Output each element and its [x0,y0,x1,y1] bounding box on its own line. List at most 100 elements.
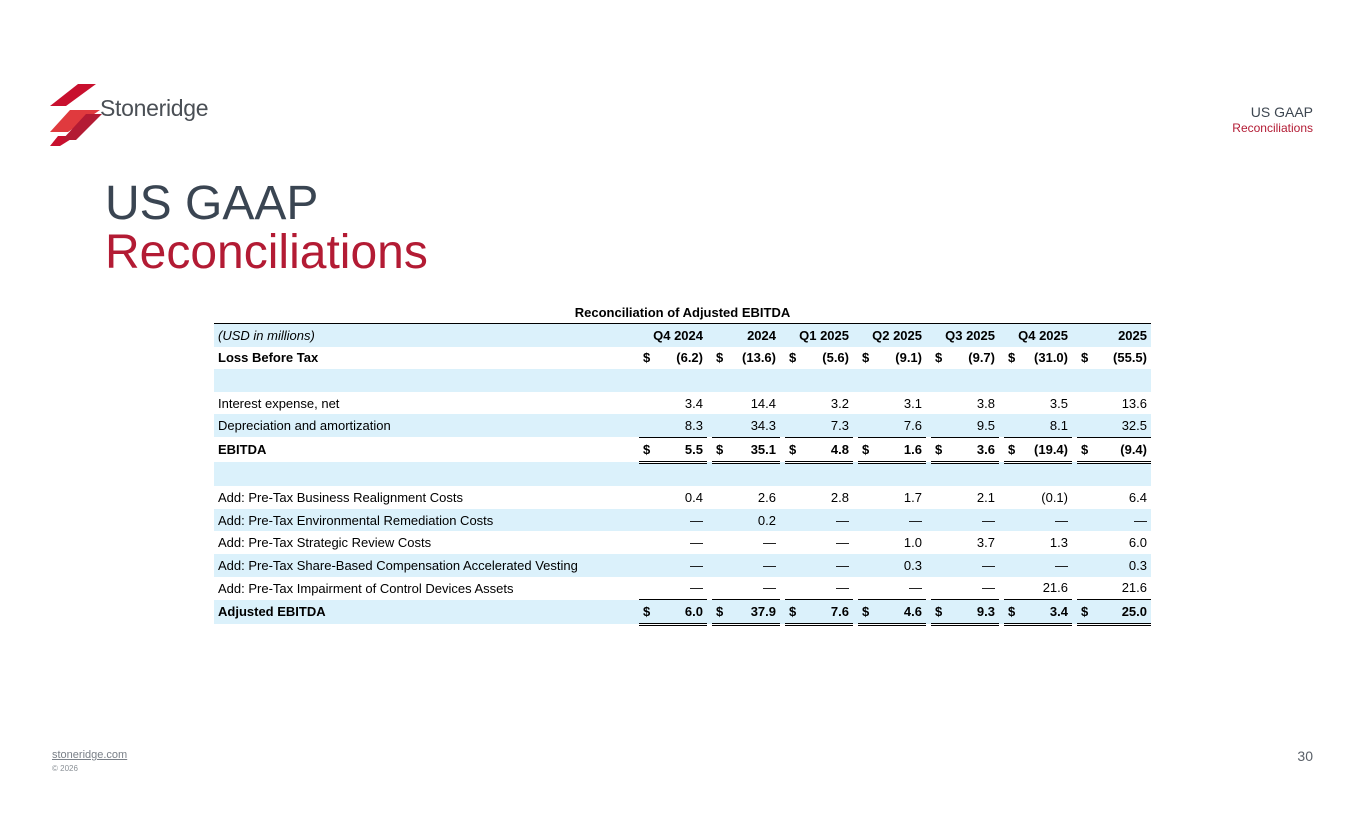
table-row: Depreciation and amortization 8.3 34.3 7.3 7… [214,414,1151,438]
table-cell: (0.1) [1004,486,1072,509]
cell-value: 3.8 [976,395,995,411]
cell-value: — [690,557,703,573]
cell-value: (6.2) [676,350,703,366]
dollar-sign: $ [1008,350,1016,366]
cell-value: 3.1 [903,395,922,411]
table-cell [858,462,926,487]
cell-value: — [1055,557,1068,573]
unit-label: (USD in millions) [214,322,639,347]
column-header: Q2 2025 [858,322,926,347]
cell-value: 9.3 [976,603,995,619]
stoneridge-logo-icon [50,84,102,146]
table-cell: $35.1 [712,437,780,464]
table-cell: $ (6.2) [639,347,707,370]
footer-website-link[interactable]: stoneridge.com [52,749,128,761]
table-cell: $1.6 [858,437,926,464]
cell-value: (19.4) [1034,441,1068,457]
column-gap [1072,369,1077,392]
cell-value: 5.5 [684,441,703,457]
table-cell: $ (5.6) [785,347,853,370]
cell-value: (55.5) [1113,350,1147,366]
cell-value: — [1055,512,1068,528]
cell-value: 8.3 [684,418,703,434]
table-cell [1077,369,1151,392]
table-cell: — [1004,508,1072,532]
table-cell: — [931,553,999,577]
table-cell: $4.8 [785,437,853,464]
dollar-sign: $ [716,350,724,366]
column-gap [853,553,858,577]
table-cell: — [785,553,853,577]
cell-value: 14.4 [750,395,776,411]
column-gap [999,369,1004,392]
cell-value: — [836,580,849,596]
cell-value: 2.8 [830,489,849,505]
table-cell: $ (55.5) [1077,347,1151,370]
cell-value: 1.6 [903,441,922,457]
section-header: US GAAP Reconciliations [1232,104,1313,136]
table-cell: — [639,576,707,601]
table-cell: 2.8 [785,486,853,509]
cell-value: 21.6 [1042,580,1068,596]
table-cell: — [931,576,999,601]
cell-value: (5.6) [822,350,849,366]
dollar-sign: $ [716,603,724,619]
cell-value: 0.4 [684,489,703,505]
row-label: Add: Pre-Tax Impairment of Control Devic… [218,580,514,596]
table-cell: 3.1 [858,392,926,415]
column-gap [707,462,712,487]
table-cell: $ (19.4) [1004,437,1072,464]
table-row [214,369,1151,392]
table-row: Add: Pre-Tax Environmental Remediation C… [214,508,1151,532]
column-gap [1072,462,1077,487]
table-cell: $ (31.0) [1004,347,1072,370]
reconciliation-table: (USD in millions) Q4 2024 2024 Q1 2025 Q… [214,322,1151,626]
column-gap [1072,414,1077,438]
row-label: EBITDA [218,442,267,458]
column-gap [999,508,1004,532]
dollar-sign: $ [789,603,797,619]
table-cell: 7.3 [785,414,853,438]
table-row: Add: Pre-Tax Business Realignment Costs 0… [214,486,1151,509]
column-gap [926,462,931,487]
dollar-sign: $ [643,350,651,366]
cell-value: 1.3 [1049,535,1068,551]
page-title: US GAAP Reconciliations [105,180,428,278]
cell-value: 3.6 [976,441,995,457]
dollar-sign: $ [643,603,651,619]
cell-value: 1.0 [903,535,922,551]
table-cell: 3.2 [785,392,853,415]
table-cell: 0.3 [858,553,926,577]
column-gap [707,369,712,392]
dollar-sign: $ [862,441,870,457]
cell-value: 3.2 [830,395,849,411]
row-label [214,369,639,392]
dollar-sign: $ [1008,441,1016,457]
column-header: Q3 2025 [931,322,999,347]
table-cell: 3.8 [931,392,999,415]
table-cell: 7.6 [858,414,926,438]
table-cell: — [1004,553,1072,577]
dollar-sign: $ [862,350,870,366]
cell-value: (13.6) [742,350,776,366]
table-cell: $5.5 [639,437,707,464]
table-cell: 21.6 [1004,576,1072,601]
table-cell: $3.4 [1004,599,1072,626]
table-cell: — [858,508,926,532]
column-gap [707,599,712,625]
table-row: Add: Pre-Tax Impairment of Control Devic… [214,576,1151,601]
table-cell: 6.0 [1077,531,1151,554]
table-cell: 6.4 [1077,486,1151,509]
cell-value: (0.1) [1041,489,1068,505]
table-cell: — [785,531,853,554]
table-cell [712,462,780,487]
table-cell: $ (9.1) [858,347,926,370]
cell-value: 13.6 [1121,395,1147,411]
dollar-sign: $ [935,441,943,457]
cell-value: 34.3 [750,418,776,434]
column-gap [780,508,785,532]
table-cell: — [712,531,780,554]
dollar-sign: $ [643,441,651,457]
table-cell: — [858,576,926,601]
column-header: 2025 [1077,322,1151,347]
